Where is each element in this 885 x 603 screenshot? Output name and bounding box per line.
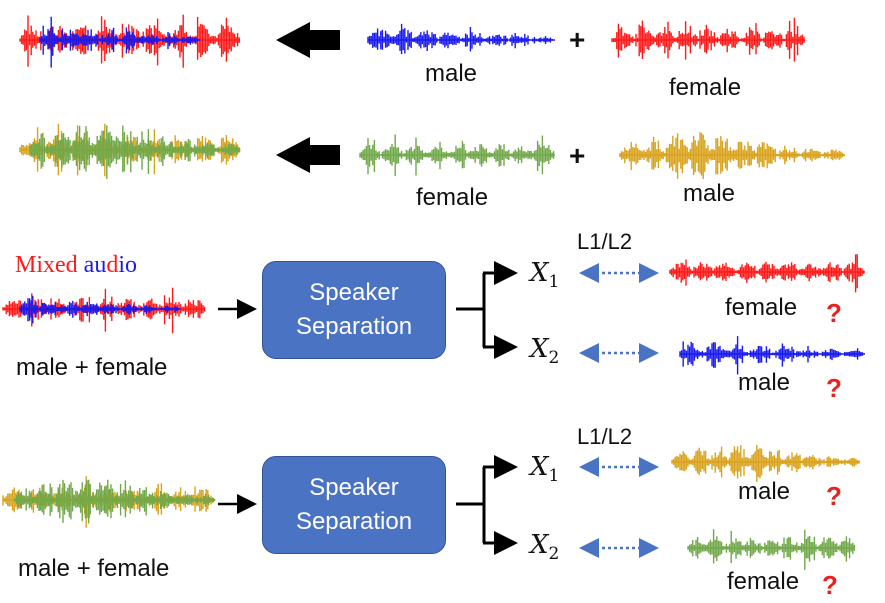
box-line-1: Speaker bbox=[309, 279, 399, 306]
combine-arrow-1 bbox=[276, 22, 340, 58]
row2-plus-sign: + bbox=[569, 140, 586, 171]
output-var-x1-block2: X1 bbox=[530, 452, 560, 487]
mixed-word: Mixed bbox=[15, 252, 78, 278]
waveform-input-1-male bbox=[19, 295, 181, 324]
row2-male-label: male bbox=[683, 180, 736, 207]
question-mark-1: ? bbox=[826, 298, 842, 328]
box-line-1: Speaker bbox=[309, 474, 399, 501]
output-var-x2-block1: X2 bbox=[530, 334, 560, 369]
output-label-female-1: female bbox=[725, 294, 798, 321]
combine-arrow-2 bbox=[276, 137, 340, 173]
box-line-2: Separation bbox=[295, 508, 413, 535]
loss-label-1: L1/L2 bbox=[577, 229, 633, 254]
output-var-x2-block2: X2 bbox=[530, 530, 560, 565]
waveform-male-1 bbox=[367, 23, 555, 55]
row1-female-label: female bbox=[669, 74, 742, 101]
row2-female-label: female bbox=[416, 184, 489, 211]
row1-male-label: male bbox=[425, 60, 478, 87]
question-mark-4: ? bbox=[822, 570, 838, 600]
waveform-female-1 bbox=[611, 17, 805, 62]
split-connector-1 bbox=[456, 273, 486, 347]
speaker-separation-box-2: Speaker Separation bbox=[262, 456, 446, 554]
box-line-2: Separation bbox=[295, 313, 413, 340]
output-label-female-2: female bbox=[727, 568, 800, 595]
input-label-1: male + female bbox=[16, 354, 168, 381]
waveform-output-2-male bbox=[671, 445, 860, 482]
waveform-input-2-female bbox=[14, 479, 216, 524]
speaker-separation-box-1: Speaker Separation bbox=[262, 261, 446, 359]
waveform-output-1-male bbox=[679, 336, 865, 375]
question-mark-2: ? bbox=[826, 373, 842, 403]
output-var-x1-block1: X1 bbox=[530, 258, 560, 293]
output-label-male-2: male bbox=[738, 478, 791, 505]
waveform-output-2-female bbox=[687, 529, 856, 570]
waveform-female-2 bbox=[359, 134, 555, 177]
waveform-male-2 bbox=[619, 132, 845, 179]
waveform-mixed-1-male bbox=[39, 16, 201, 68]
mixed-audio-title: Mixed audio bbox=[15, 252, 137, 279]
output-label-male-1: male bbox=[738, 369, 791, 396]
input-label-2: male + female bbox=[18, 555, 170, 582]
waveform-mixed-2-female bbox=[29, 125, 241, 179]
row1-plus-sign: + bbox=[569, 24, 586, 55]
question-mark-3: ? bbox=[826, 481, 842, 511]
waveform-output-1-female bbox=[669, 254, 865, 293]
loss-label-2: L1/L2 bbox=[577, 424, 633, 449]
audio-word: audio bbox=[83, 252, 137, 278]
split-connector-2 bbox=[456, 467, 486, 543]
